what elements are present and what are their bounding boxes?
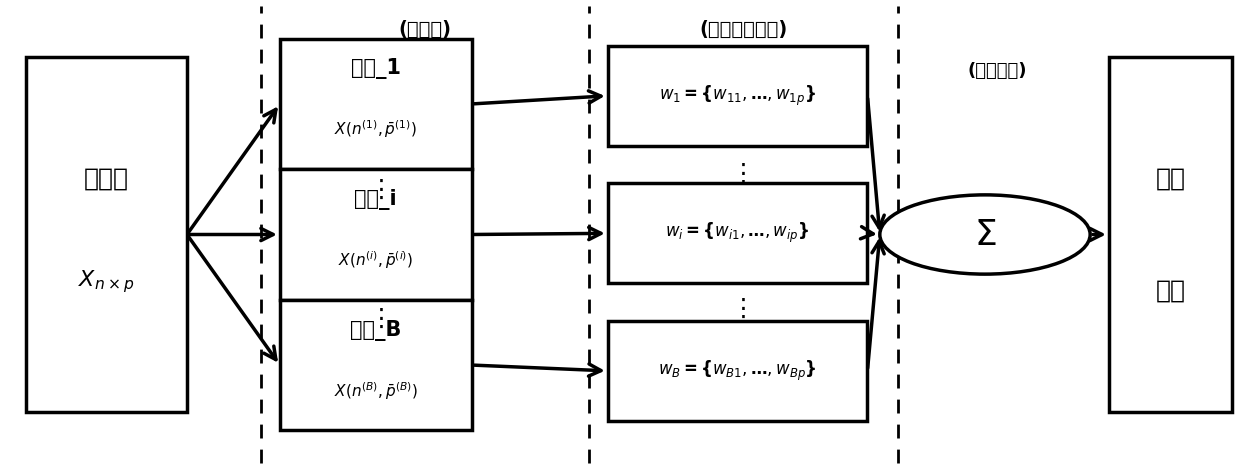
Bar — [608, 183, 868, 283]
Text: 列表: 列表 — [1156, 279, 1185, 303]
Bar — [280, 300, 471, 431]
Bar — [1109, 57, 1233, 412]
Text: $X(n^{(B)},\bar{p}^{(B)})$: $X(n^{(B)},\bar{p}^{(B)})$ — [334, 380, 418, 401]
Text: $\vdots$: $\vdots$ — [729, 297, 745, 321]
Text: 基因: 基因 — [1156, 166, 1185, 190]
Text: $\boldsymbol{w_i=\{w_{i1},\ldots,w_{ip}\}}$: $\boldsymbol{w_i=\{w_{i1},\ldots,w_{ip}\… — [666, 221, 810, 245]
Text: $\boldsymbol{w_1=\{w_{11},\ldots,w_{1p}\}}$: $\boldsymbol{w_1=\{w_{11},\ldots,w_{1p}\… — [658, 83, 816, 108]
Text: $X_{n\times p}$: $X_{n\times p}$ — [78, 268, 135, 295]
Text: $\vdots$: $\vdots$ — [729, 162, 745, 186]
Text: (权重聚合): (权重聚合) — [967, 62, 1027, 80]
Text: $\boldsymbol{w_B=\{w_{B1},\ldots,w_{Bp}\}}$: $\boldsymbol{w_B=\{w_{B1},\ldots,w_{Bp}\… — [658, 359, 817, 383]
Text: $X(n^{(i)},\bar{p}^{(i)})$: $X(n^{(i)},\bar{p}^{(i)})$ — [339, 250, 413, 271]
Text: 数据集: 数据集 — [84, 166, 129, 190]
Text: (基因权重向量): (基因权重向量) — [699, 20, 787, 39]
Bar — [608, 321, 868, 421]
Bar — [280, 38, 471, 169]
Text: $\Sigma$: $\Sigma$ — [973, 218, 996, 251]
Text: $\vdots$: $\vdots$ — [368, 178, 383, 202]
Text: 子集_i: 子集_i — [355, 189, 397, 210]
Bar — [26, 57, 187, 412]
Text: $\vdots$: $\vdots$ — [368, 306, 383, 331]
Text: (重抽样): (重抽样) — [398, 20, 451, 39]
Bar — [280, 169, 471, 300]
Circle shape — [880, 195, 1090, 274]
Text: 子集_B: 子集_B — [350, 319, 402, 340]
Text: 子集_1: 子集_1 — [351, 59, 401, 79]
Bar — [608, 45, 868, 146]
Text: $X(n^{(1)},\bar{p}^{(1)})$: $X(n^{(1)},\bar{p}^{(1)})$ — [335, 119, 417, 140]
